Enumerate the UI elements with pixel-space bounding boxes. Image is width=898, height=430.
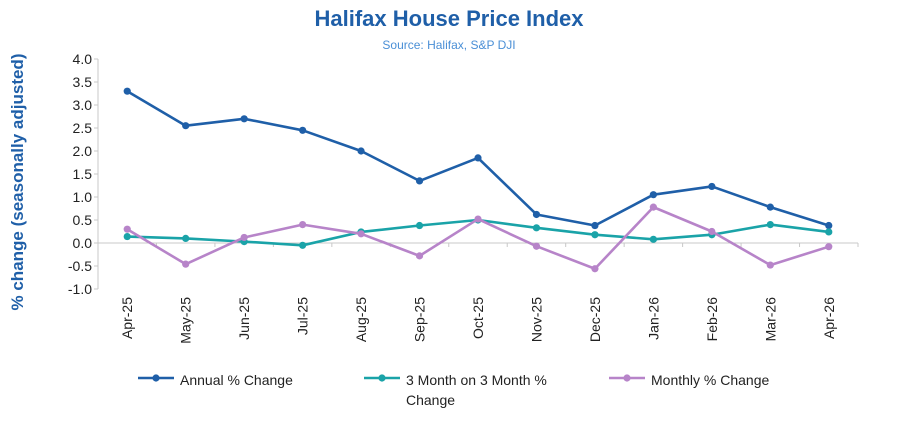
x-tick-label: Aug-25 bbox=[353, 297, 369, 342]
data-point bbox=[532, 224, 541, 232]
data-point bbox=[766, 203, 774, 211]
chart-title: Halifax House Price Index bbox=[314, 6, 584, 31]
y-tick-label: -1.0 bbox=[68, 281, 92, 297]
x-tick-label: Jan-26 bbox=[645, 297, 661, 340]
y-tick-label: 1.5 bbox=[73, 166, 93, 182]
data-point bbox=[357, 147, 365, 155]
x-tick-label: May-25 bbox=[178, 297, 194, 344]
data-point bbox=[240, 115, 248, 123]
data-point bbox=[474, 154, 482, 162]
data-point bbox=[591, 231, 599, 239]
chart-subtitle: Source: Halifax, S&P DJI bbox=[382, 38, 516, 52]
data-point bbox=[415, 177, 424, 185]
x-tick-label: Mar-26 bbox=[762, 297, 778, 342]
data-point bbox=[415, 252, 424, 260]
y-tick-label: 3.0 bbox=[73, 97, 93, 113]
data-point bbox=[708, 227, 716, 236]
data-point bbox=[591, 265, 599, 273]
legend-label: 3 Month on 3 Month % Change bbox=[406, 372, 547, 408]
x-tick-label: Jun-25 bbox=[236, 297, 252, 340]
data-point bbox=[415, 221, 424, 230]
data-point bbox=[357, 230, 365, 238]
legend-swatch bbox=[609, 374, 645, 382]
data-point bbox=[708, 182, 716, 191]
y-tick-label: 0.5 bbox=[73, 212, 93, 228]
legend-swatch bbox=[364, 374, 400, 382]
x-tick-label: Jul-25 bbox=[295, 297, 311, 335]
legend-label: Annual % Change bbox=[180, 372, 293, 388]
legend-label: Monthly % Change bbox=[651, 372, 770, 388]
data-point bbox=[299, 221, 307, 229]
y-tick-label: 2.5 bbox=[73, 120, 93, 136]
data-point bbox=[532, 242, 541, 250]
data-point bbox=[532, 210, 541, 219]
x-tick-label: Apr-25 bbox=[119, 297, 135, 339]
y-tick-label: 2.0 bbox=[73, 143, 93, 159]
y-tick-label: 4.0 bbox=[73, 51, 93, 67]
data-point bbox=[825, 228, 833, 236]
data-point bbox=[182, 122, 190, 130]
y-tick-label: 1.0 bbox=[73, 189, 93, 205]
data-point bbox=[299, 126, 307, 134]
x-tick-label: Oct-25 bbox=[470, 297, 486, 339]
data-point bbox=[649, 191, 657, 199]
data-point bbox=[766, 261, 774, 269]
data-point bbox=[240, 233, 248, 242]
data-point bbox=[649, 203, 657, 211]
data-point bbox=[123, 87, 131, 95]
y-tick-label: 3.5 bbox=[73, 74, 93, 90]
data-point bbox=[825, 221, 833, 230]
legend-swatch bbox=[138, 374, 174, 382]
x-tick-label: Feb-26 bbox=[704, 297, 720, 342]
data-point bbox=[474, 215, 482, 223]
data-point bbox=[299, 241, 307, 249]
data-point bbox=[825, 243, 833, 251]
data-point bbox=[182, 234, 190, 242]
x-tick-label: Apr-26 bbox=[821, 297, 837, 339]
x-tick-label: Nov-25 bbox=[528, 297, 544, 342]
data-point bbox=[182, 260, 190, 268]
y-tick-label: -0.5 bbox=[68, 258, 92, 274]
x-tick-label: Dec-25 bbox=[587, 297, 603, 342]
data-point bbox=[123, 232, 131, 241]
y-tick-label: 0.0 bbox=[73, 235, 93, 251]
data-point bbox=[123, 225, 131, 233]
data-point bbox=[649, 235, 657, 243]
data-point bbox=[591, 221, 599, 230]
x-tick-label: Sep-25 bbox=[412, 297, 428, 342]
data-point bbox=[766, 221, 774, 229]
